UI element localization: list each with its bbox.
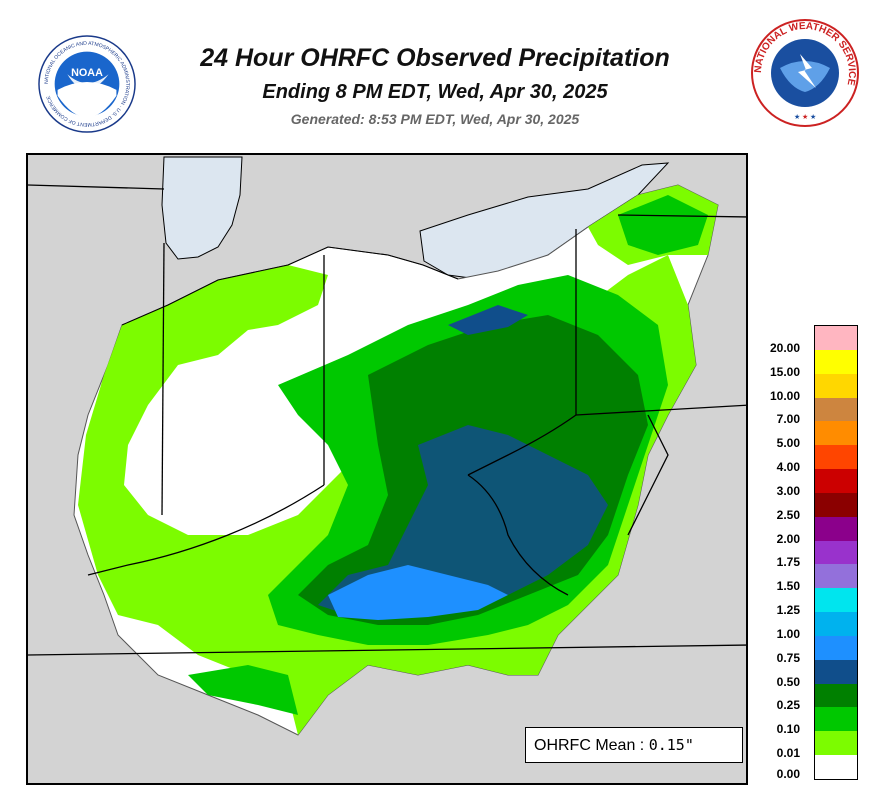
legend-swatch: [815, 397, 857, 422]
legend-label: 15.00: [769, 364, 800, 379]
legend-label: 2.00: [776, 531, 800, 546]
precip-0-10-sw: [188, 665, 298, 715]
mean-box: OHRFC Mean : 0.15": [525, 727, 743, 763]
precip-0-75-streak: [448, 305, 528, 335]
legend-swatch: [815, 469, 857, 494]
legend-swatch: [815, 731, 857, 756]
noaa-logo-text: NOAA: [71, 67, 103, 79]
legend-label: 4.00: [776, 460, 800, 475]
svg-text:★: ★: [802, 113, 808, 121]
legend-swatch: [815, 445, 857, 470]
lake-michigan: [161, 156, 243, 260]
legend-swatch: [815, 326, 857, 351]
precipitation-map: OHRFC Mean : 0.15": [26, 153, 748, 785]
generated-time: Generated: 8:53 PM EDT, Wed, Apr 30, 202…: [290, 111, 580, 127]
legend-label: 0.25: [776, 698, 800, 713]
legend-swatch: [815, 659, 857, 685]
legend-label: 0.75: [776, 650, 800, 665]
legend-swatch: [815, 421, 857, 446]
legend-label: 0.01: [776, 746, 800, 761]
mean-label: OHRFC Mean :: [534, 737, 645, 754]
legend-label: 2.50: [776, 507, 800, 522]
map-subtitle: Ending 8 PM EDT, Wed, Apr 30, 2025: [262, 81, 608, 103]
legend-label: 0.00: [776, 767, 800, 781]
legend-label: 1.50: [776, 579, 800, 594]
map-canvas: [28, 156, 746, 736]
noaa-logo: NATIONAL OCEANIC AND ATMOSPHERIC ADMINIS…: [38, 35, 136, 133]
nws-logo: NATIONAL WEATHER SERVICE ★ ★ ★: [751, 19, 859, 127]
legend-label: 20.00: [769, 340, 800, 355]
legend-label: 0.50: [776, 674, 800, 689]
legend-swatch: [815, 635, 857, 661]
legend-label: 5.00: [776, 436, 800, 451]
mean-value: 0.15": [648, 736, 694, 754]
legend-label: 1.00: [776, 626, 800, 641]
legend-swatch: [815, 707, 857, 732]
legend-swatch: [815, 683, 857, 708]
legend-swatch: [815, 564, 857, 589]
legend-label: 3.00: [776, 483, 800, 498]
legend-swatch: [815, 755, 857, 780]
legend-label: 1.25: [776, 603, 800, 618]
legend-swatch: [815, 373, 857, 398]
precip-0-75: [328, 565, 508, 620]
legend-swatch: [815, 588, 857, 613]
svg-text:★: ★: [810, 113, 816, 121]
legend-label: 7.00: [776, 412, 800, 427]
precip-0-10-ne: [618, 195, 708, 255]
basin-outline: [121, 246, 459, 326]
legend-swatch: [815, 540, 857, 565]
map-title: 24 Hour OHRFC Observed Precipitation: [200, 44, 670, 72]
legend-swatch: [815, 349, 857, 375]
legend-swatch: [815, 492, 857, 518]
legend-swatch: [815, 612, 857, 637]
legend-label: 1.75: [776, 555, 800, 570]
legend-label: 0.10: [776, 722, 800, 737]
precip-0-50: [318, 425, 608, 615]
legend-swatch: [815, 516, 857, 542]
legend-color-bar: [814, 325, 858, 780]
legend-label: 10.00: [769, 388, 800, 403]
state-borders: [28, 184, 746, 656]
svg-text:★: ★: [794, 113, 800, 121]
